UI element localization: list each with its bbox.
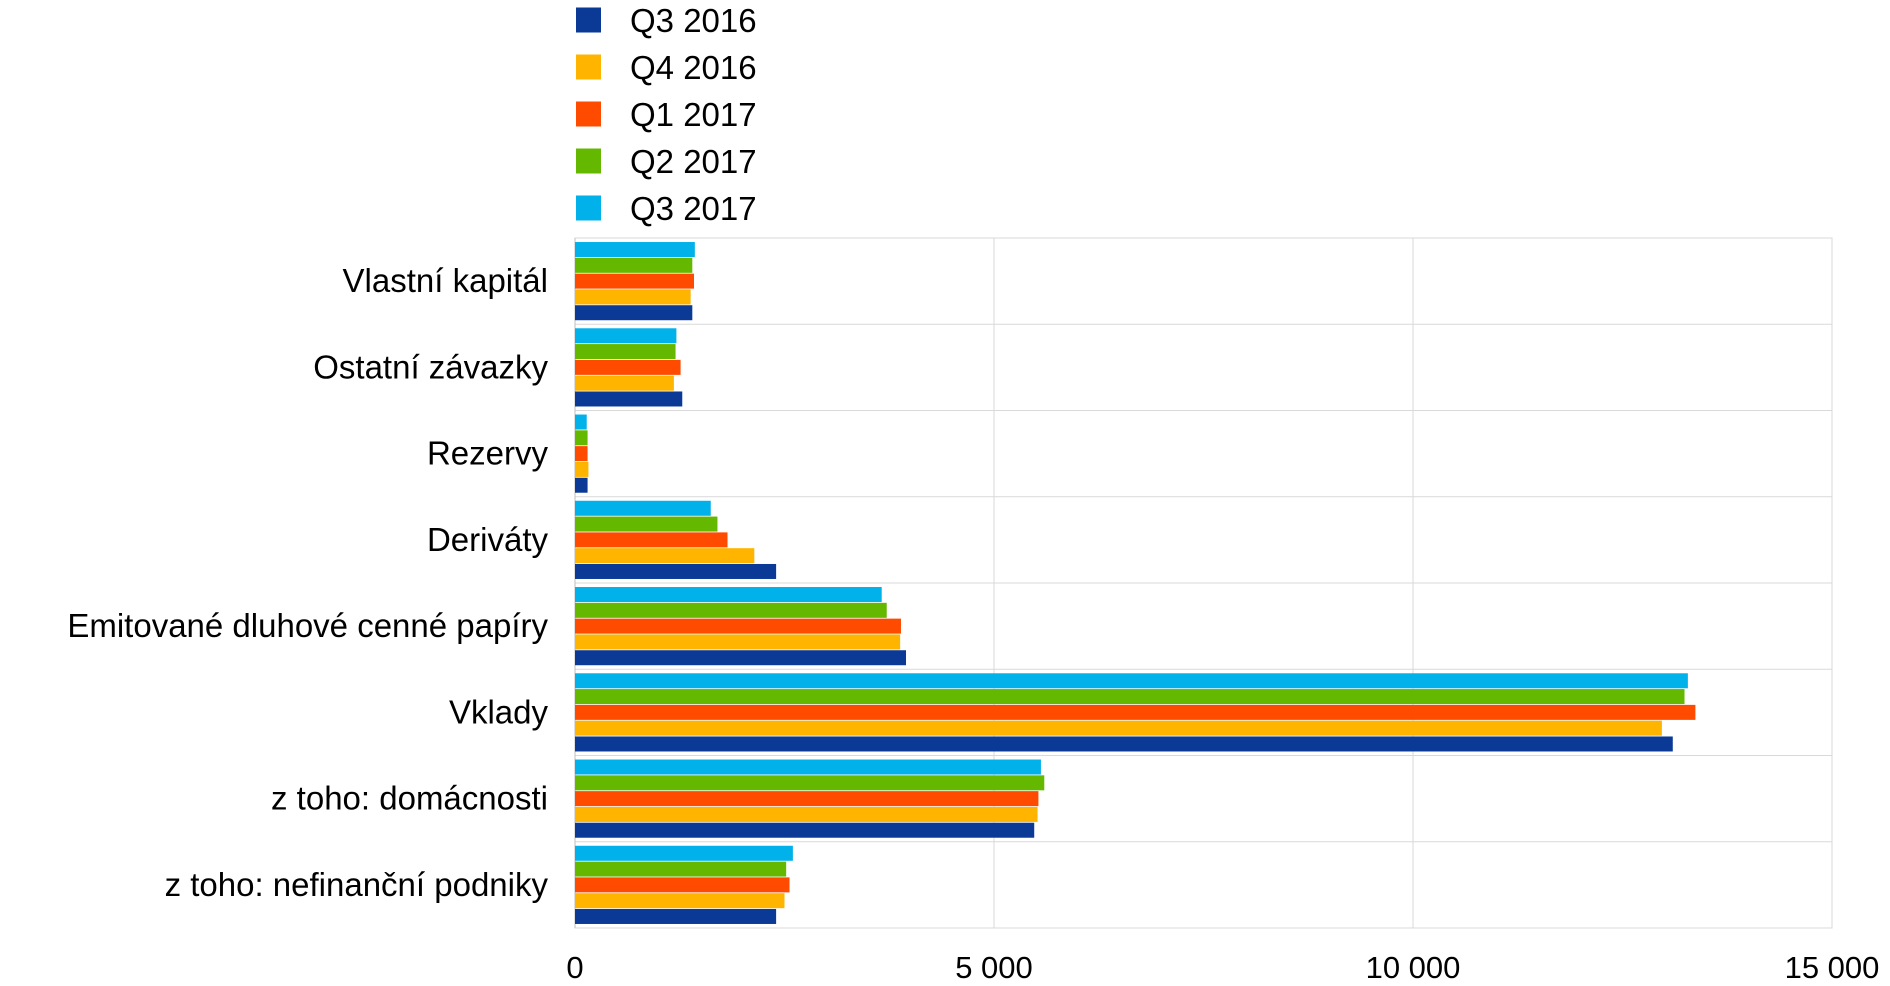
category-label: Ostatní závazky [313, 348, 548, 385]
bar [575, 477, 588, 493]
bar [575, 375, 674, 391]
bar [575, 328, 677, 344]
category-label: Deriváty [427, 521, 549, 558]
bar [575, 257, 693, 273]
bar [575, 602, 887, 618]
bar [575, 893, 785, 909]
bar [575, 587, 882, 603]
bar [575, 720, 1662, 736]
bar [575, 548, 755, 564]
legend-swatch [576, 54, 601, 80]
bar [575, 822, 1035, 838]
x-tick-label: 15 000 [1785, 950, 1880, 985]
bar [575, 634, 901, 650]
bar [575, 618, 901, 634]
bar [575, 344, 676, 360]
bar [575, 845, 793, 861]
bar [575, 289, 691, 305]
legend-swatch [576, 195, 601, 221]
bar [575, 359, 681, 375]
bar [575, 242, 695, 258]
bar [575, 563, 777, 579]
bar [575, 273, 694, 289]
bar [575, 736, 1673, 752]
legend-label: Q1 2017 [630, 96, 757, 133]
x-tick-label: 0 [566, 950, 583, 985]
legend-swatch [576, 7, 601, 33]
bar [575, 430, 588, 446]
bar [575, 391, 683, 407]
legend-label: Q3 2016 [630, 2, 757, 39]
bar [575, 305, 693, 321]
bar [575, 791, 1039, 807]
bar [575, 775, 1045, 791]
bar [575, 877, 790, 893]
legend-swatch [576, 101, 601, 127]
category-label: z toho: domácnosti [271, 780, 548, 817]
category-label: Emitované dluhové cenné papíry [67, 607, 548, 644]
bar [575, 516, 718, 532]
category-label: Vlastní kapitál [343, 262, 548, 299]
category-label: Rezervy [427, 435, 549, 472]
bar [575, 704, 1696, 720]
legend-label: Q4 2016 [630, 49, 757, 86]
legend-swatch [576, 148, 601, 174]
category-label: z toho: nefinanční podniky [165, 866, 549, 903]
bar [575, 806, 1038, 822]
bar [575, 532, 728, 548]
bar [575, 650, 907, 666]
legend-label: Q2 2017 [630, 143, 757, 180]
bar [575, 759, 1041, 775]
bar [575, 861, 787, 877]
bar [575, 689, 1685, 705]
bar [575, 446, 588, 462]
x-tick-label: 10 000 [1366, 950, 1461, 985]
bar [575, 500, 711, 516]
bar [575, 461, 589, 477]
bar [575, 908, 777, 924]
category-label: Vklady [449, 693, 549, 730]
bar [575, 673, 1688, 689]
bar [575, 414, 587, 430]
x-tick-label: 5 000 [955, 950, 1033, 985]
legend-label: Q3 2017 [630, 190, 757, 227]
